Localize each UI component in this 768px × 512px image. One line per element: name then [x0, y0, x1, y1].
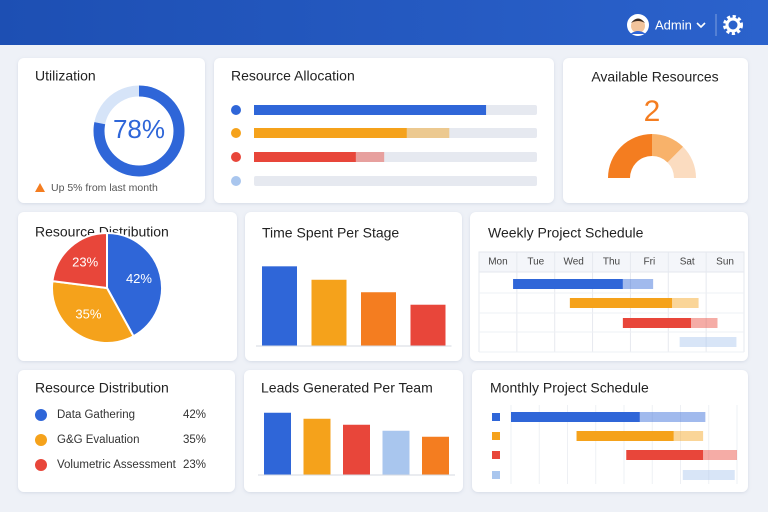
legend-dot	[35, 459, 47, 471]
row-dot	[231, 105, 241, 115]
gauge-segment	[652, 134, 684, 163]
user-menu-chevron[interactable]	[696, 22, 706, 29]
gauge-segment	[667, 146, 696, 178]
bar	[410, 304, 446, 346]
pie-label: 35%	[75, 307, 101, 322]
card-title: Resource Distribution	[35, 224, 169, 240]
utilization-value: 78%	[113, 114, 165, 144]
bar	[311, 279, 347, 346]
gantt-remaining	[639, 412, 706, 422]
bar	[361, 292, 396, 346]
item-label: Data Gathering	[57, 409, 135, 421]
gantt-done	[626, 450, 704, 460]
bar-segment	[406, 128, 450, 138]
bar-segment	[254, 105, 487, 115]
bar-segment	[254, 152, 356, 162]
card-title: Utilization	[35, 68, 96, 84]
bar	[262, 266, 297, 346]
gantt-done	[511, 412, 640, 422]
bar-track	[254, 176, 537, 186]
bar	[303, 418, 331, 475]
card-title: Leads Generated Per Team	[261, 380, 433, 396]
bar	[264, 412, 291, 475]
card-title: Monthly Project Schedule	[490, 380, 649, 396]
item-label: G&G Evaluation	[57, 434, 139, 446]
bar	[382, 430, 410, 475]
row-dot	[231, 128, 241, 138]
trend-up-icon	[35, 183, 45, 192]
avatar[interactable]	[627, 14, 649, 36]
gantt-remaining	[673, 431, 704, 441]
gantt-done	[513, 279, 623, 289]
gantt-done	[622, 318, 691, 328]
pie-slice	[51, 231, 108, 290]
user-name[interactable]: Admin	[655, 17, 692, 32]
donut-arc	[93, 85, 185, 177]
utilization-note: Up 5% from last month	[51, 182, 158, 194]
pie-label: 23%	[72, 255, 98, 270]
bar-segment	[355, 152, 385, 162]
day-label: Wed	[563, 257, 583, 268]
card-title: Resource Allocation	[231, 68, 355, 84]
pie-label: 42%	[126, 271, 152, 286]
gauge-segment	[608, 134, 652, 178]
card	[245, 212, 462, 361]
bar	[422, 436, 449, 475]
gantt-remaining	[679, 337, 737, 347]
item-label: Volumetric Assessment	[57, 459, 177, 471]
gantt-done	[576, 431, 674, 441]
row-marker	[492, 451, 500, 459]
pie-slice	[106, 231, 163, 338]
settings-icon[interactable]	[723, 15, 743, 35]
gantt-remaining	[672, 298, 699, 308]
legend-dot	[35, 409, 47, 421]
bar	[343, 424, 370, 475]
available-value: 2	[644, 95, 661, 128]
pie-slice	[51, 279, 135, 344]
row-marker	[492, 432, 500, 440]
day-label: Tue	[527, 257, 544, 268]
card-title: Available Resources	[591, 69, 718, 85]
item-share: 35%	[183, 434, 206, 446]
bar-segment	[254, 128, 407, 138]
card	[18, 370, 235, 492]
card-title: Time Spent Per Stage	[262, 225, 399, 241]
row-marker	[492, 413, 500, 421]
gantt-remaining	[703, 450, 737, 460]
row-dot	[231, 176, 241, 186]
item-share: 23%	[183, 459, 206, 471]
row-dot	[231, 152, 241, 162]
card	[563, 58, 748, 203]
day-label: Fri	[644, 257, 656, 268]
row-marker	[492, 471, 500, 479]
gantt-remaining	[682, 470, 735, 480]
header-bar	[0, 0, 768, 45]
card-title: Weekly Project Schedule	[488, 225, 644, 241]
day-label: Mon	[488, 257, 507, 268]
item-share: 42%	[183, 409, 206, 421]
gantt-remaining	[691, 318, 718, 328]
day-label: Sun	[716, 257, 734, 268]
day-label: Sat	[680, 257, 695, 268]
gantt-remaining	[622, 279, 654, 289]
day-label: Thu	[603, 257, 620, 268]
gantt-done	[569, 298, 673, 308]
legend-dot	[35, 434, 47, 446]
card-title: Resource Distribution	[35, 380, 169, 396]
